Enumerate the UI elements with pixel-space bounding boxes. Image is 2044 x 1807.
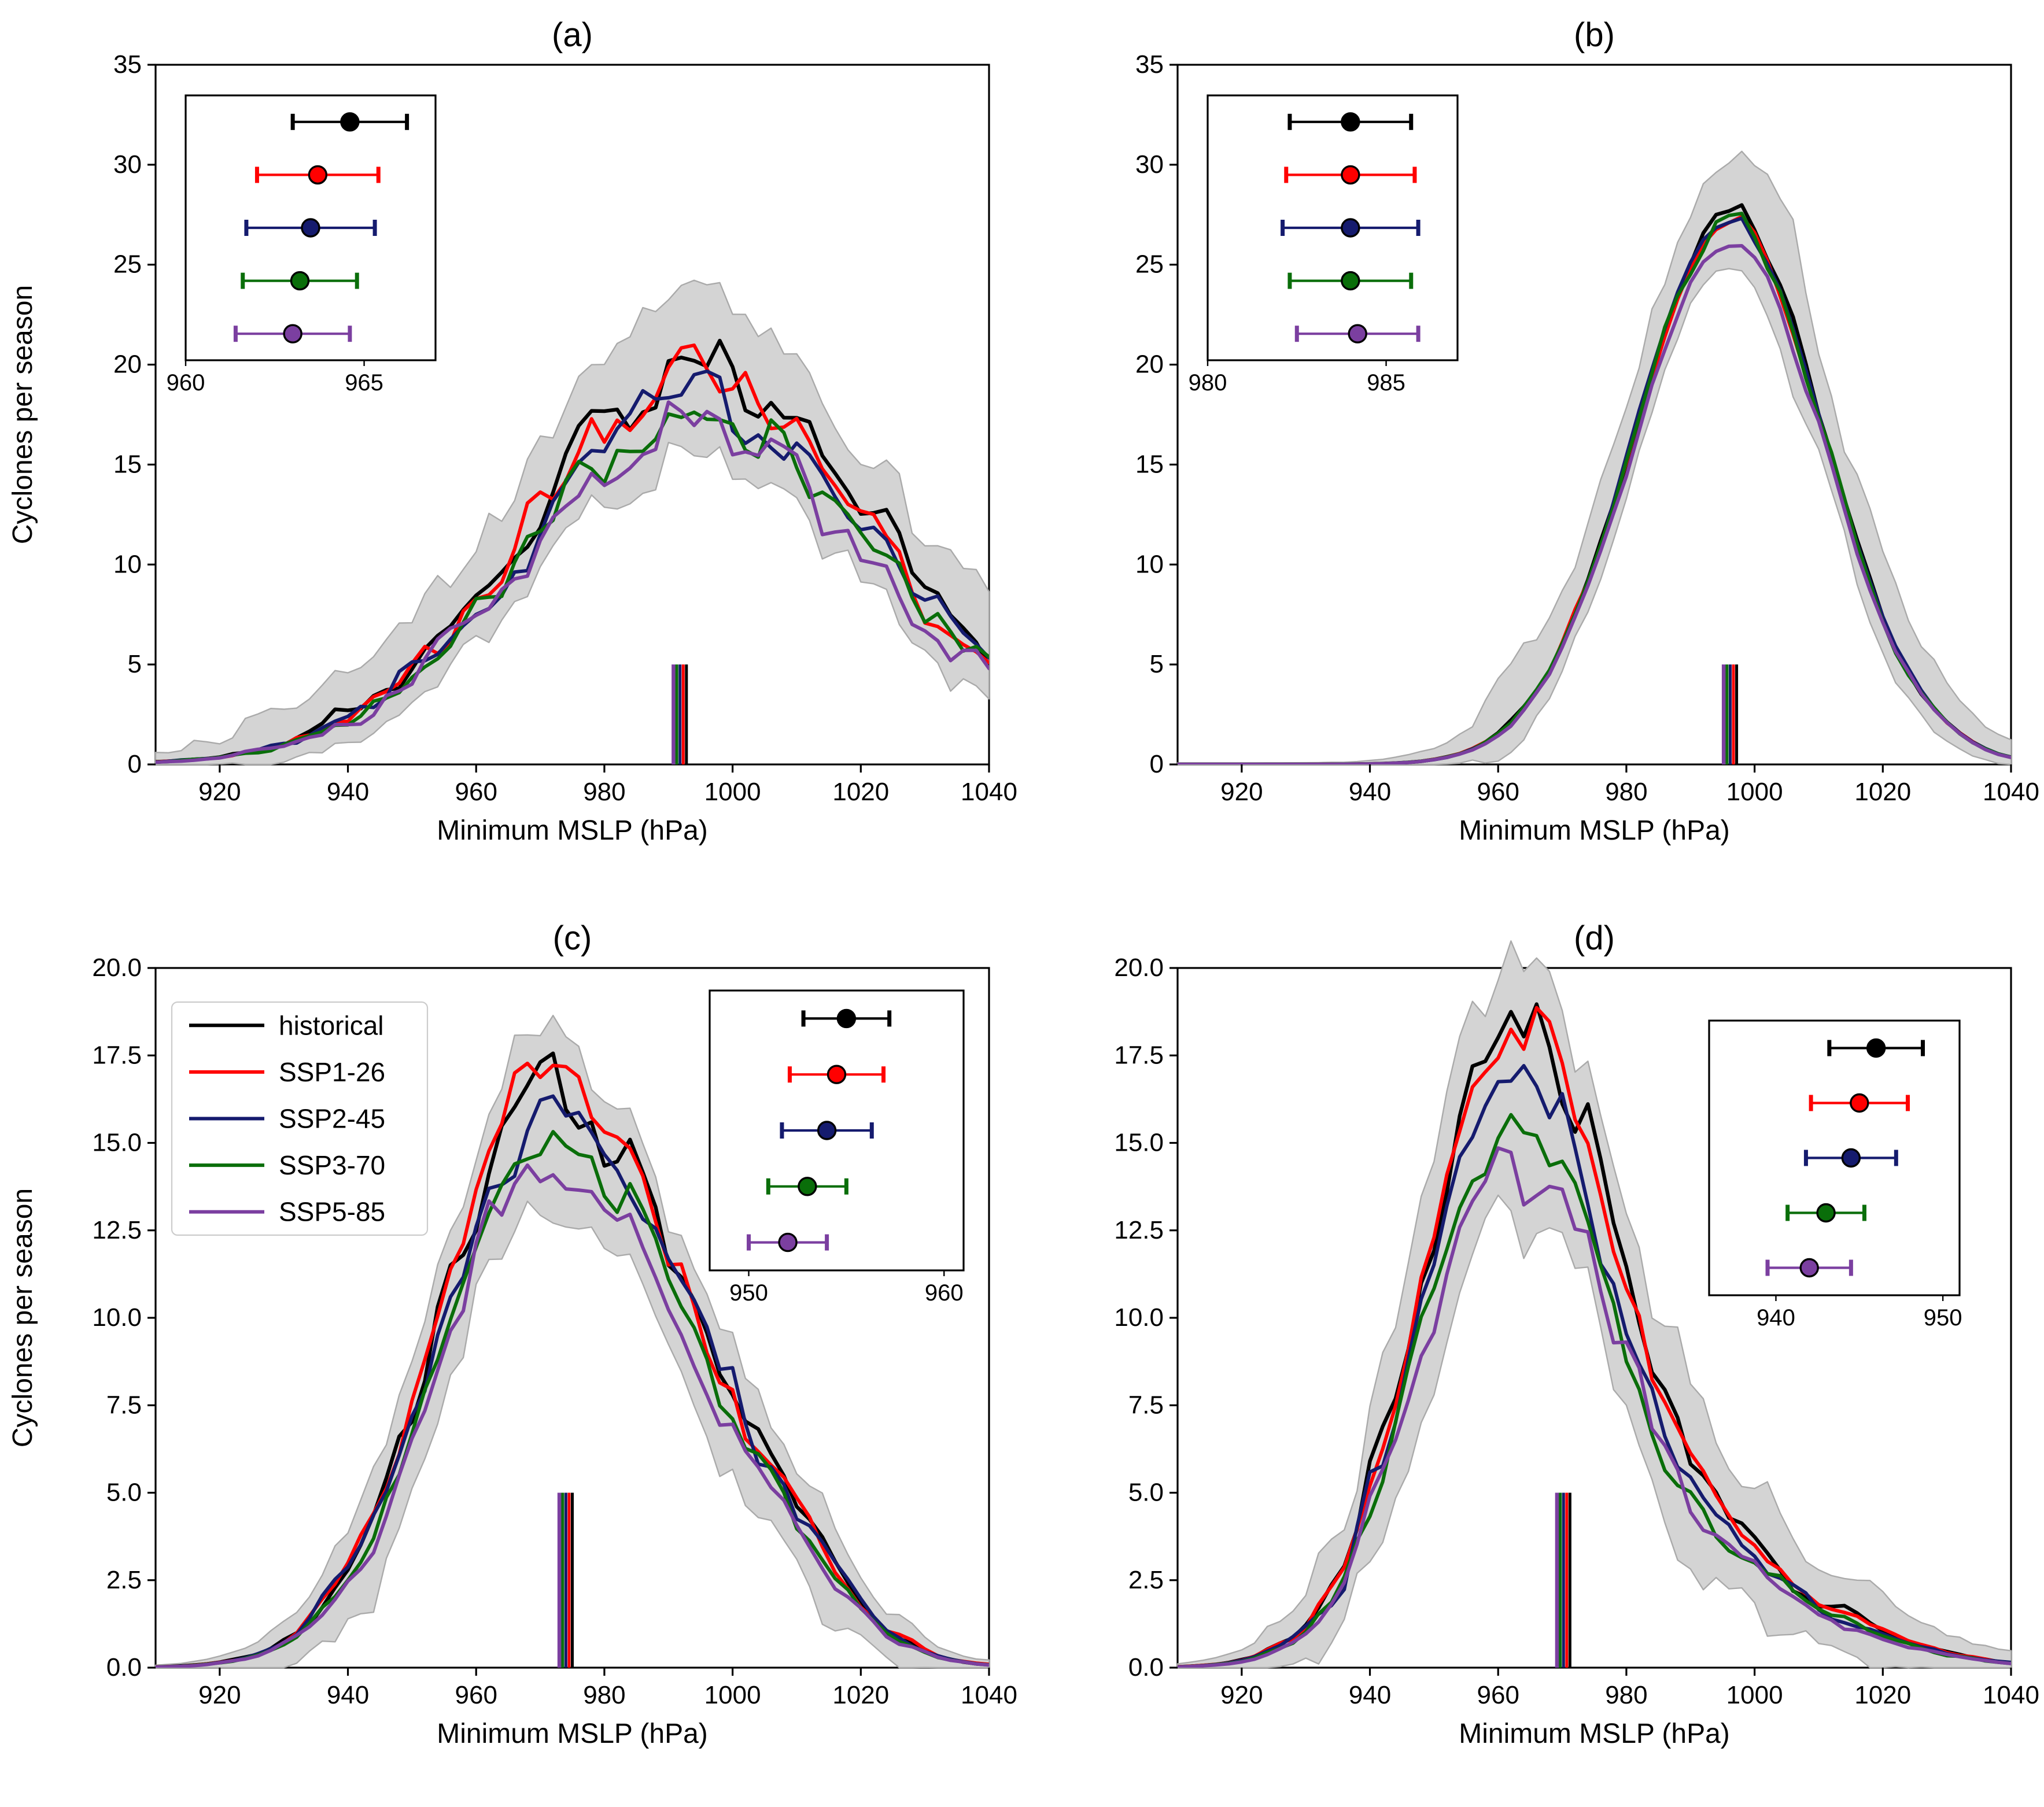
svg-text:1020: 1020 [1854, 1681, 1911, 1709]
svg-text:7.5: 7.5 [106, 1391, 142, 1419]
svg-text:1020: 1020 [832, 1681, 889, 1709]
svg-text:20: 20 [113, 350, 142, 379]
svg-text:1000: 1000 [704, 1681, 761, 1709]
svg-text:Minimum MSLP (hPa): Minimum MSLP (hPa) [1459, 815, 1730, 846]
svg-text:920: 920 [198, 1681, 241, 1709]
svg-text:980: 980 [583, 778, 625, 806]
svg-text:5: 5 [1150, 650, 1164, 678]
svg-text:920: 920 [1220, 778, 1263, 806]
svg-text:1000: 1000 [1726, 1681, 1783, 1709]
svg-text:985: 985 [1367, 370, 1405, 396]
svg-text:0.0: 0.0 [1128, 1653, 1164, 1682]
svg-text:1000: 1000 [704, 778, 761, 806]
svg-text:15.0: 15.0 [1114, 1129, 1164, 1157]
svg-text:920: 920 [198, 778, 241, 806]
svg-text:25: 25 [113, 250, 142, 279]
svg-text:950: 950 [729, 1280, 768, 1306]
svg-text:SSP3-70: SSP3-70 [279, 1150, 385, 1180]
svg-text:980: 980 [583, 1681, 625, 1709]
svg-text:(b): (b) [1574, 16, 1615, 54]
svg-text:980: 980 [1605, 1681, 1647, 1709]
svg-text:20.0: 20.0 [92, 954, 142, 982]
svg-text:20: 20 [1135, 350, 1164, 379]
svg-text:SSP2-45: SSP2-45 [279, 1104, 385, 1134]
svg-text:(a): (a) [552, 16, 593, 54]
svg-text:Minimum MSLP (hPa): Minimum MSLP (hPa) [437, 815, 708, 846]
svg-text:960: 960 [455, 1681, 497, 1709]
svg-text:5.0: 5.0 [1128, 1479, 1164, 1507]
svg-text:960: 960 [455, 778, 497, 806]
svg-text:920: 920 [1220, 1681, 1263, 1709]
svg-text:7.5: 7.5 [1128, 1391, 1164, 1419]
svg-text:10.0: 10.0 [1114, 1303, 1164, 1332]
svg-text:SSP5-85: SSP5-85 [279, 1197, 385, 1227]
svg-text:30: 30 [113, 150, 142, 179]
svg-text:960: 960 [167, 370, 205, 396]
svg-text:(d): (d) [1574, 919, 1615, 957]
svg-text:940: 940 [1757, 1305, 1795, 1331]
svg-text:1040: 1040 [961, 778, 1017, 806]
svg-text:15.0: 15.0 [92, 1129, 142, 1157]
svg-text:15: 15 [1135, 450, 1164, 478]
svg-text:10: 10 [1135, 550, 1164, 578]
svg-text:2.5: 2.5 [1128, 1566, 1164, 1594]
svg-text:10: 10 [113, 550, 142, 578]
svg-text:940: 940 [327, 778, 369, 806]
svg-text:960: 960 [925, 1280, 964, 1306]
svg-text:Minimum MSLP (hPa): Minimum MSLP (hPa) [437, 1719, 708, 1749]
svg-text:2.5: 2.5 [106, 1566, 142, 1594]
svg-text:960: 960 [1477, 1681, 1519, 1709]
svg-text:965: 965 [345, 370, 383, 396]
svg-text:1040: 1040 [1983, 1681, 2039, 1709]
svg-text:940: 940 [1349, 1681, 1391, 1709]
svg-text:35: 35 [113, 50, 142, 79]
svg-text:Minimum MSLP (hPa): Minimum MSLP (hPa) [1459, 1719, 1730, 1749]
svg-text:historical: historical [279, 1010, 384, 1040]
svg-text:12.5: 12.5 [92, 1216, 142, 1244]
svg-text:980: 980 [1605, 778, 1647, 806]
svg-text:10.0: 10.0 [92, 1303, 142, 1332]
svg-text:5: 5 [128, 650, 142, 678]
svg-text:0: 0 [128, 750, 142, 778]
svg-text:1040: 1040 [961, 1681, 1017, 1709]
svg-text:(c): (c) [553, 919, 592, 957]
svg-text:1000: 1000 [1726, 778, 1783, 806]
svg-text:1020: 1020 [1854, 778, 1911, 806]
svg-text:17.5: 17.5 [92, 1041, 142, 1069]
svg-text:950: 950 [1924, 1305, 1962, 1331]
svg-text:35: 35 [1135, 50, 1164, 79]
svg-text:980: 980 [1189, 370, 1227, 396]
svg-text:1020: 1020 [832, 778, 889, 806]
svg-text:0: 0 [1150, 750, 1164, 778]
svg-text:SSP1-26: SSP1-26 [279, 1057, 385, 1087]
svg-text:Cyclones per season: Cyclones per season [8, 1188, 38, 1447]
svg-text:0.0: 0.0 [106, 1653, 142, 1682]
svg-text:940: 940 [327, 1681, 369, 1709]
svg-text:25: 25 [1135, 250, 1164, 279]
svg-text:5.0: 5.0 [106, 1479, 142, 1507]
svg-text:Cyclones per season: Cyclones per season [8, 285, 38, 544]
svg-text:20.0: 20.0 [1114, 954, 1164, 982]
svg-text:940: 940 [1349, 778, 1391, 806]
svg-text:15: 15 [113, 450, 142, 478]
svg-text:30: 30 [1135, 150, 1164, 179]
svg-text:17.5: 17.5 [1114, 1041, 1164, 1069]
svg-text:1040: 1040 [1983, 778, 2039, 806]
svg-text:12.5: 12.5 [1114, 1216, 1164, 1244]
svg-text:960: 960 [1477, 778, 1519, 806]
